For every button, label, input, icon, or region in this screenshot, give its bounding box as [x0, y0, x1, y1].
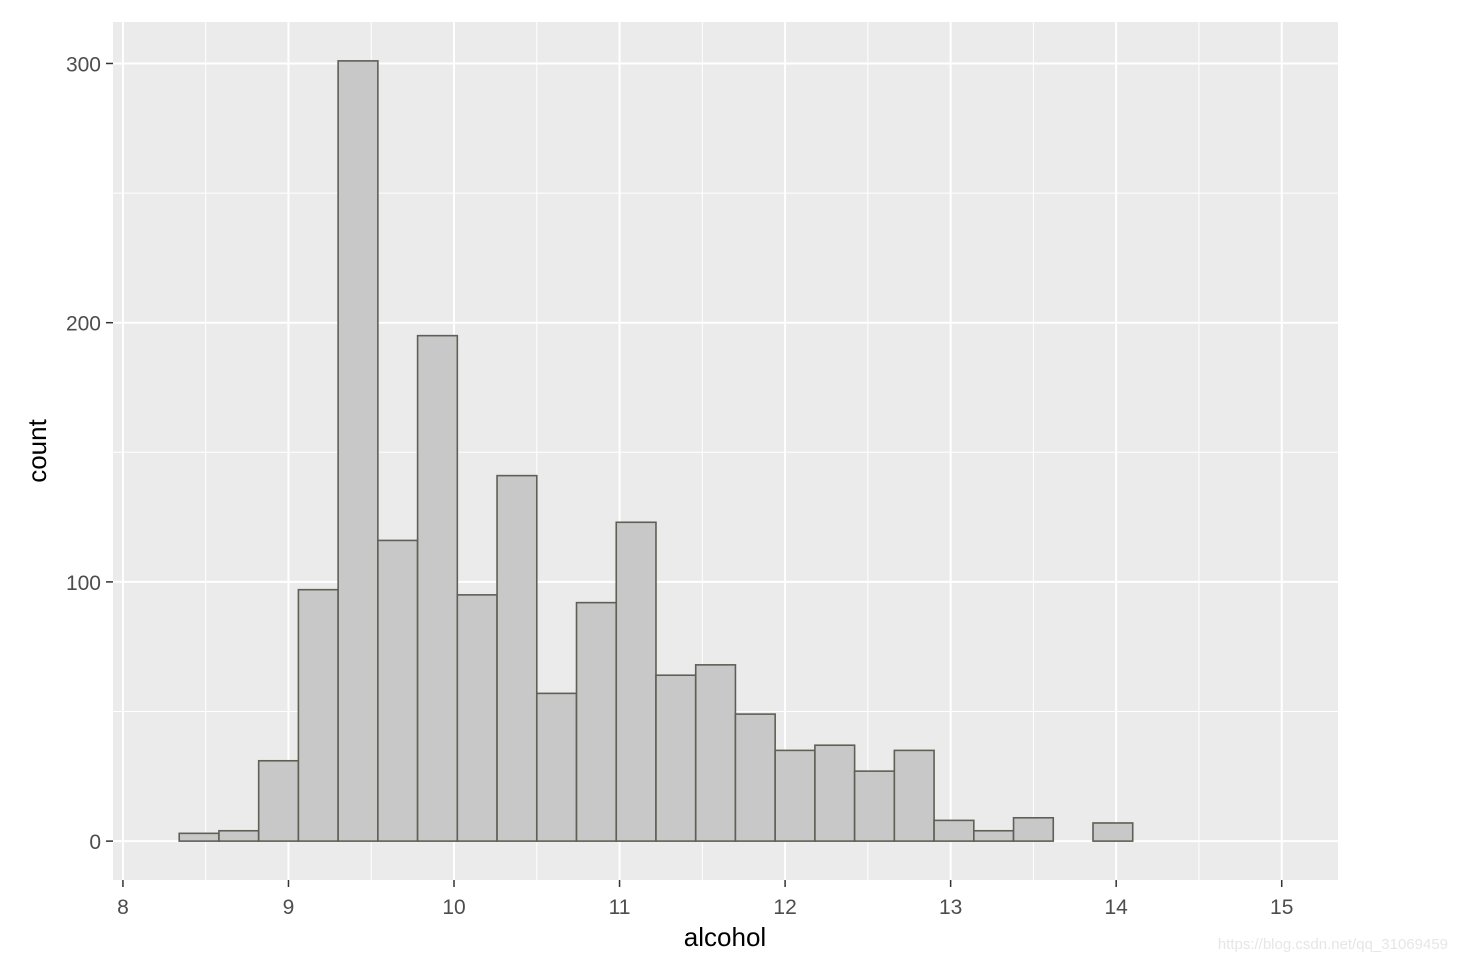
- histogram-bar: [1012, 816, 1055, 842]
- histogram-bar: [218, 829, 260, 842]
- histogram-bar: [377, 539, 419, 842]
- x-tick-label: 13: [939, 896, 962, 919]
- y-tick-label: 300: [66, 53, 101, 76]
- y-tick-label: 200: [66, 313, 101, 336]
- histogram-bar: [615, 521, 657, 842]
- x-tick-label: 9: [283, 896, 295, 919]
- histogram-bar: [257, 759, 300, 842]
- y-axis: 0 100 200 300: [66, 53, 113, 854]
- histogram-bar: [1092, 822, 1134, 842]
- histogram-bars: [178, 60, 1134, 842]
- x-tick-label: 11: [609, 896, 631, 919]
- histogram-bar: [297, 588, 339, 842]
- histogram-bar: [694, 664, 737, 842]
- histogram-bar: [416, 334, 459, 842]
- y-tick-label: 100: [66, 572, 101, 595]
- x-tick-label: 8: [117, 896, 129, 919]
- histogram-bar: [814, 744, 856, 842]
- y-axis-title: count: [22, 418, 52, 482]
- histogram-bar: [973, 829, 1015, 842]
- x-tick-label: 15: [1270, 896, 1293, 919]
- x-tick-label: 14: [1104, 896, 1128, 919]
- histogram-bar: [535, 692, 578, 842]
- watermark-text: https://blog.csdn.net/qq_31069459: [1217, 936, 1448, 953]
- histogram-bar: [496, 474, 538, 842]
- x-tick-label: 10: [442, 896, 465, 919]
- x-tick-label: 12: [773, 896, 796, 919]
- histogram-bar: [178, 832, 220, 842]
- histogram-bar: [456, 594, 498, 842]
- histogram-bar: [575, 601, 618, 842]
- histogram-bar: [774, 749, 816, 842]
- histogram-bar: [933, 819, 975, 842]
- y-tick-label: 0: [89, 831, 101, 854]
- histogram-bar: [853, 770, 896, 842]
- histogram-bar: [655, 674, 697, 842]
- histogram-bar: [337, 60, 379, 842]
- histogram-bar: [893, 749, 935, 842]
- x-axis-title: alcohol: [684, 922, 766, 952]
- histogram-bar: [734, 713, 776, 842]
- x-axis: 8 9 10 11 12 13 14 15: [117, 880, 1293, 919]
